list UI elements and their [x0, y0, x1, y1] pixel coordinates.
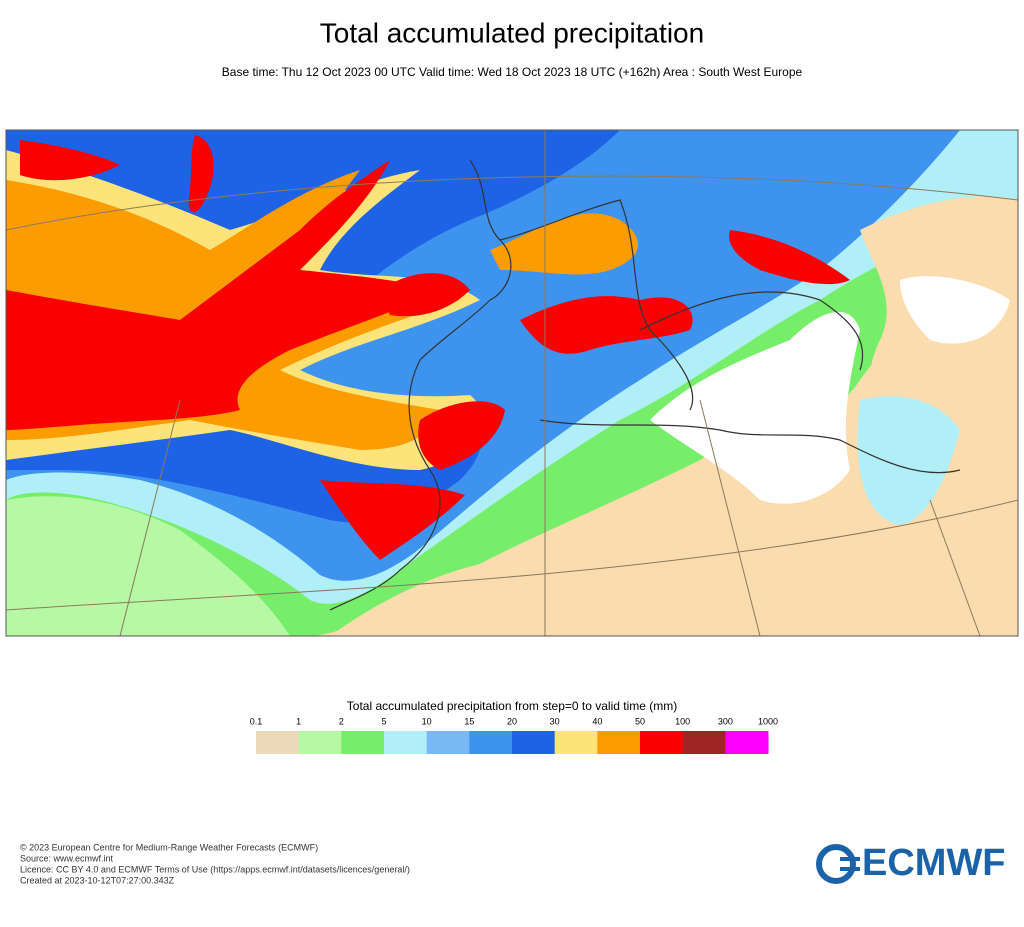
logo-text: ECMWF — [862, 842, 1006, 884]
precip-area — [520, 296, 693, 354]
precip-area — [320, 480, 465, 560]
map-frame — [5, 129, 1019, 637]
footer-line: Source: www.ecmwf.int — [20, 853, 114, 863]
map — [5, 129, 1019, 637]
coastlines — [329, 159, 961, 611]
colorbar-swatch — [469, 731, 513, 754]
precip-area — [6, 160, 440, 430]
dry-area — [900, 276, 1010, 344]
title: Total accumulated precipitation — [320, 17, 704, 48]
colorbar-tick-label: 1000 — [758, 716, 778, 726]
dry-area — [650, 311, 860, 504]
colorbar-swatch — [512, 731, 556, 754]
colorbar-tick-label: 1 — [296, 716, 301, 726]
colorbar: 0.1 1 2 5 10 15 20 30 40 50 100 300 1000 — [250, 716, 778, 754]
precip-area — [418, 401, 505, 470]
colorbar-swatch — [341, 731, 385, 754]
colorbar-swatch — [640, 731, 684, 754]
logo: ECMWF — [816, 842, 1006, 884]
colorbar-tick-label: 30 — [550, 716, 560, 726]
colorbar-swatch — [256, 731, 300, 754]
colorbar-swatch — [554, 731, 598, 754]
graticule — [6, 130, 1018, 636]
colorbar-swatch — [725, 731, 769, 754]
footer-line: © 2023 European Centre for Medium-Range … — [20, 842, 318, 852]
colorbar-swatch — [597, 731, 641, 754]
logo-mark — [840, 867, 860, 871]
colorbar-swatch — [384, 731, 428, 754]
colorbar-tick-label: 5 — [381, 716, 386, 726]
colorbar-tick-label: 100 — [675, 716, 690, 726]
colorbar-tick-label: 50 — [635, 716, 645, 726]
colorbar-tick-label: 2 — [339, 716, 344, 726]
footer: © 2023 European Centre for Medium-Range … — [20, 842, 410, 885]
colorbar-swatch — [298, 731, 342, 754]
colorbar-tick-label: 20 — [507, 716, 517, 726]
precip-area — [6, 496, 290, 636]
colorbar-tick-label: 15 — [464, 716, 474, 726]
precip-area — [20, 140, 120, 181]
colorbar-tick-label: 0.1 — [250, 716, 263, 726]
colorbar-swatch — [426, 731, 470, 754]
precip-area — [729, 230, 850, 285]
legend-title: Total accumulated precipitation from ste… — [347, 699, 677, 713]
precip-area — [490, 213, 639, 275]
footer-line: Licence: CC BY 4.0 and ECMWF Terms of Us… — [20, 864, 410, 874]
colorbar-tick-label: 300 — [718, 716, 733, 726]
precip-area — [188, 135, 214, 213]
logo-mark — [816, 844, 856, 884]
colorbar-tick-label: 10 — [422, 716, 432, 726]
precip-area — [380, 273, 470, 317]
colorbar-tick-label: 40 — [592, 716, 602, 726]
logo-mark — [840, 857, 860, 861]
precip-area — [857, 396, 960, 525]
colorbar-swatch — [682, 731, 726, 754]
subtitle: Base time: Thu 12 Oct 2023 00 UTC Valid … — [222, 65, 803, 79]
footer-line: Created at 2023-10-12T07:27:00.343Z — [20, 875, 175, 885]
